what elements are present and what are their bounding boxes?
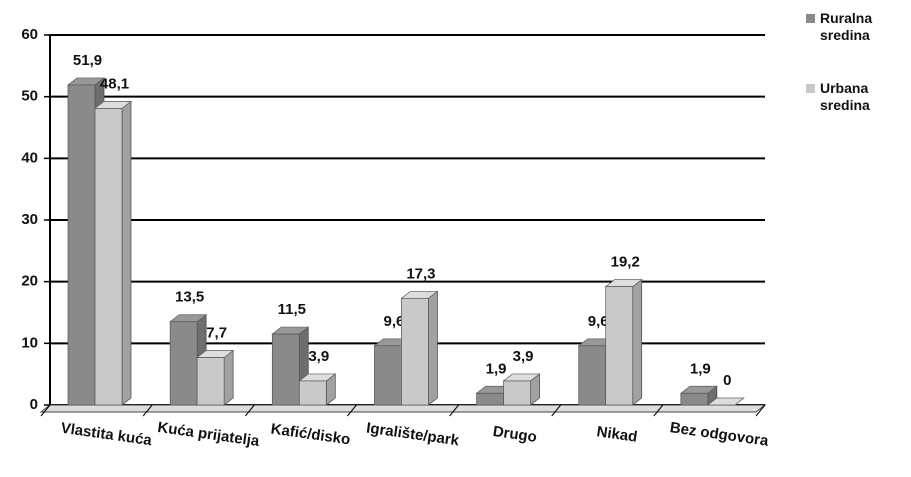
bar-top xyxy=(706,397,745,406)
legend-swatch xyxy=(806,84,815,93)
x-tick xyxy=(755,404,766,417)
x-tick xyxy=(551,404,562,417)
bar xyxy=(374,345,402,406)
value-label: 7,7 xyxy=(206,324,227,341)
value-label: 1,9 xyxy=(690,360,711,377)
bar-side xyxy=(632,278,643,406)
value-label: 51,9 xyxy=(73,52,102,69)
value-label: 13,5 xyxy=(175,289,204,306)
bar xyxy=(67,84,96,406)
bar xyxy=(196,357,225,406)
y-tick-label: 50 xyxy=(21,88,38,105)
x-tick-label: Drugo xyxy=(492,423,538,446)
x-tick-label: Bez odgovora xyxy=(669,419,770,450)
bar xyxy=(680,392,709,406)
y-tick-label: 30 xyxy=(21,211,38,228)
legend-label: Urbana sredina xyxy=(820,80,870,113)
value-label: 48,1 xyxy=(100,75,129,92)
x-tick xyxy=(347,404,357,417)
bar xyxy=(271,333,300,406)
value-label: 19,2 xyxy=(611,254,640,271)
bar xyxy=(476,392,504,406)
y-tick-label: 20 xyxy=(21,273,38,290)
bar-side xyxy=(223,349,234,406)
x-tick-label: Kafić/disko xyxy=(270,420,352,448)
value-label: 1,9 xyxy=(486,360,507,377)
legend-swatch xyxy=(806,14,815,23)
y-tick-label: 10 xyxy=(21,334,38,351)
legend-item: Ruralna sredina xyxy=(806,10,880,44)
value-label: 9,6 xyxy=(588,313,609,330)
x-tick xyxy=(449,404,459,417)
bar xyxy=(578,345,607,406)
legend-label: Ruralna sredina xyxy=(820,10,873,43)
value-label: 3,9 xyxy=(308,348,329,365)
x-tick xyxy=(142,404,153,417)
x-tick xyxy=(40,404,51,417)
bar xyxy=(503,380,531,406)
y-tick-label: 60 xyxy=(21,26,38,43)
bar xyxy=(401,297,429,406)
x-tick xyxy=(653,404,664,417)
value-label: 11,5 xyxy=(278,301,306,318)
y-tick-label: 0 xyxy=(30,396,38,413)
bar xyxy=(298,380,327,406)
bar xyxy=(169,321,198,406)
value-label: 17,3 xyxy=(406,265,435,282)
x-tick-label: Kuća prijatelja xyxy=(156,419,261,450)
legend-item: Urbana sredina xyxy=(806,80,880,114)
bar-side xyxy=(121,100,132,406)
x-tick-label: Igralište/park xyxy=(365,420,460,450)
x-tick-label: Nikad xyxy=(596,423,639,446)
bar-side xyxy=(428,290,438,406)
bar xyxy=(94,108,123,406)
x-tick xyxy=(244,404,255,417)
value-label: 3,9 xyxy=(513,348,534,365)
value-label: 0 xyxy=(723,372,731,389)
y-tick-label: 40 xyxy=(21,149,38,166)
value-label: 9,6 xyxy=(383,313,404,330)
bar xyxy=(605,286,634,406)
x-tick-label: Vlastita kuća xyxy=(60,420,154,450)
